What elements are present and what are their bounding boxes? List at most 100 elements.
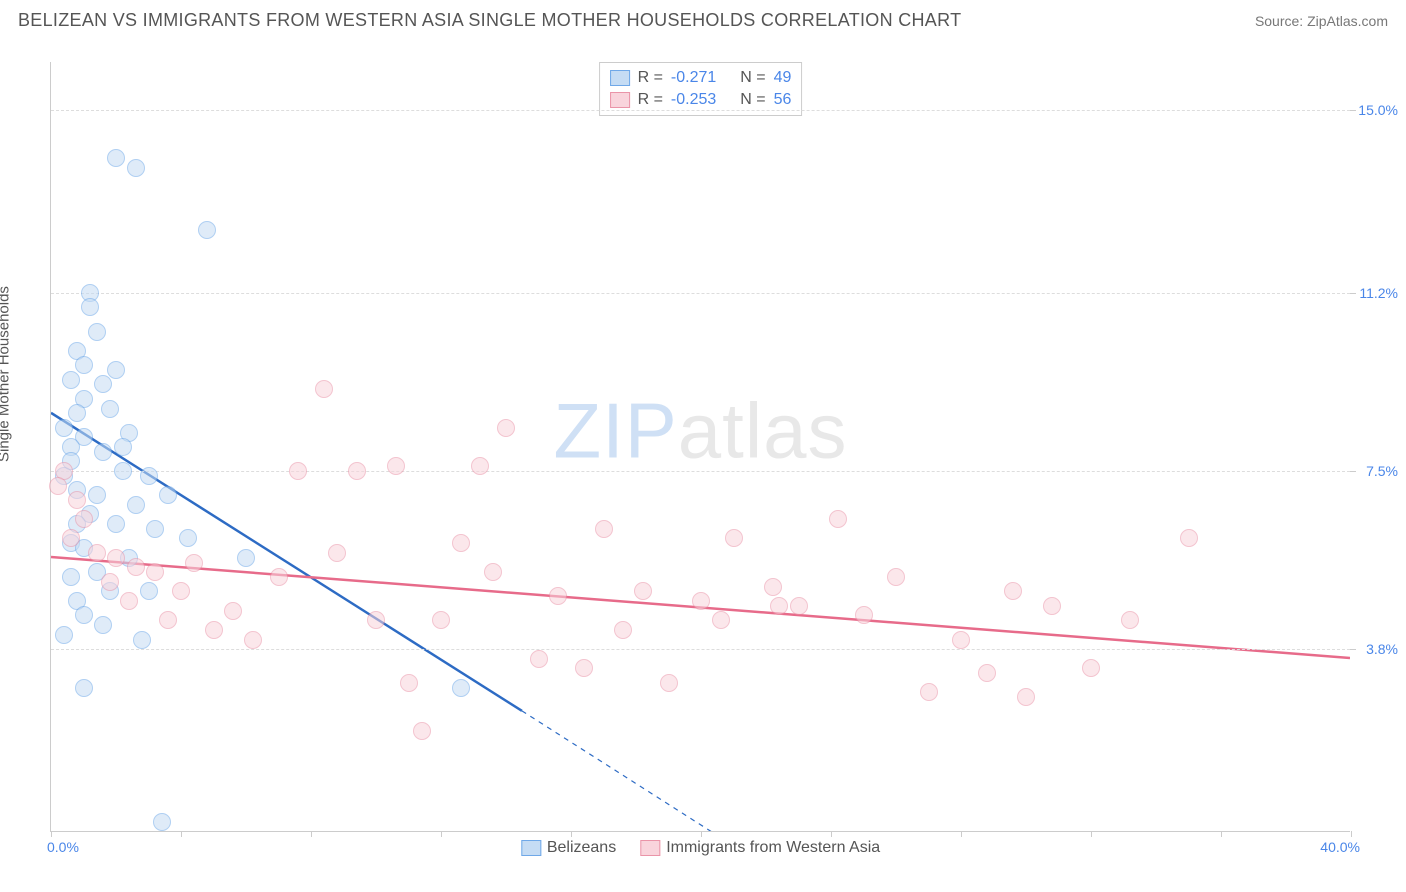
- scatter-point: [62, 529, 80, 547]
- scatter-point: [712, 611, 730, 629]
- stats-row: R =-0.253N =56: [610, 89, 792, 111]
- scatter-point: [634, 582, 652, 600]
- y-tick: [1350, 110, 1356, 111]
- scatter-point: [1017, 688, 1035, 706]
- legend-swatch: [640, 840, 660, 856]
- scatter-point: [244, 631, 262, 649]
- scatter-point: [114, 438, 132, 456]
- scatter-point: [120, 592, 138, 610]
- scatter-point: [198, 221, 216, 239]
- y-axis-title: Single Mother Households: [0, 286, 13, 462]
- scatter-point: [185, 554, 203, 572]
- scatter-point: [920, 683, 938, 701]
- scatter-point: [62, 371, 80, 389]
- scatter-point: [146, 520, 164, 538]
- scatter-point: [952, 631, 970, 649]
- scatter-point: [1082, 659, 1100, 677]
- scatter-point: [452, 679, 470, 697]
- scatter-point: [471, 457, 489, 475]
- scatter-point: [549, 587, 567, 605]
- scatter-point: [497, 419, 515, 437]
- trend-lines: [51, 62, 1350, 831]
- scatter-point: [55, 626, 73, 644]
- trend-line-extrapolated: [522, 711, 733, 831]
- scatter-point: [94, 443, 112, 461]
- scatter-point: [328, 544, 346, 562]
- scatter-point: [1043, 597, 1061, 615]
- n-label: N =: [740, 91, 765, 109]
- scatter-point: [1180, 529, 1198, 547]
- scatter-point: [660, 674, 678, 692]
- scatter-point: [172, 582, 190, 600]
- scatter-point: [484, 563, 502, 581]
- r-value: -0.253: [671, 91, 716, 109]
- series-swatch: [610, 92, 630, 108]
- scatter-point: [270, 568, 288, 586]
- x-tick: [571, 831, 572, 837]
- scatter-point: [224, 602, 242, 620]
- scatter-point: [400, 674, 418, 692]
- scatter-point: [127, 159, 145, 177]
- scatter-point: [75, 679, 93, 697]
- scatter-point: [159, 611, 177, 629]
- gridline-h: [51, 110, 1350, 111]
- scatter-point: [140, 467, 158, 485]
- n-value: 49: [774, 69, 792, 87]
- scatter-point: [764, 578, 782, 596]
- scatter-point: [367, 611, 385, 629]
- x-tick: [961, 831, 962, 837]
- scatter-point: [205, 621, 223, 639]
- scatter-point: [289, 462, 307, 480]
- y-tick: [1350, 293, 1356, 294]
- stats-box: R =-0.271N =49R =-0.253N =56: [599, 62, 803, 116]
- scatter-point: [114, 462, 132, 480]
- legend-item: Immigrants from Western Asia: [640, 839, 880, 857]
- scatter-point: [855, 606, 873, 624]
- x-tick: [701, 831, 702, 837]
- scatter-point: [81, 298, 99, 316]
- scatter-point: [887, 568, 905, 586]
- scatter-point: [94, 616, 112, 634]
- scatter-point: [68, 491, 86, 509]
- scatter-point: [530, 650, 548, 668]
- series-swatch: [610, 70, 630, 86]
- legend-item: Belizeans: [521, 839, 616, 857]
- legend-swatch: [521, 840, 541, 856]
- scatter-point: [237, 549, 255, 567]
- scatter-point: [978, 664, 996, 682]
- legend-label: Belizeans: [547, 839, 616, 857]
- scatter-point: [127, 558, 145, 576]
- scatter-point: [75, 606, 93, 624]
- scatter-point: [107, 515, 125, 533]
- scatter-point: [159, 486, 177, 504]
- scatter-point: [88, 486, 106, 504]
- r-value: -0.271: [671, 69, 716, 87]
- watermark: ZIPatlas: [553, 386, 847, 477]
- x-tick: [311, 831, 312, 837]
- y-tick-label: 11.2%: [1359, 285, 1398, 301]
- scatter-point: [725, 529, 743, 547]
- scatter-point: [107, 361, 125, 379]
- r-label: R =: [638, 91, 663, 109]
- scatter-point: [49, 477, 67, 495]
- y-tick-label: 7.5%: [1366, 463, 1398, 479]
- scatter-point: [829, 510, 847, 528]
- x-tick: [1091, 831, 1092, 837]
- scatter-point: [315, 380, 333, 398]
- x-tick: [1221, 831, 1222, 837]
- scatter-point: [88, 323, 106, 341]
- scatter-point: [88, 544, 106, 562]
- scatter-point: [179, 529, 197, 547]
- scatter-point: [387, 457, 405, 475]
- scatter-point: [575, 659, 593, 677]
- scatter-point: [595, 520, 613, 538]
- legend-label: Immigrants from Western Asia: [666, 839, 880, 857]
- x-tick: [441, 831, 442, 837]
- r-label: R =: [638, 69, 663, 87]
- source-attribution: Source: ZipAtlas.com: [1255, 13, 1388, 29]
- scatter-point: [107, 549, 125, 567]
- n-label: N =: [740, 69, 765, 87]
- x-tick: [181, 831, 182, 837]
- x-tick: [831, 831, 832, 837]
- y-tick: [1350, 471, 1356, 472]
